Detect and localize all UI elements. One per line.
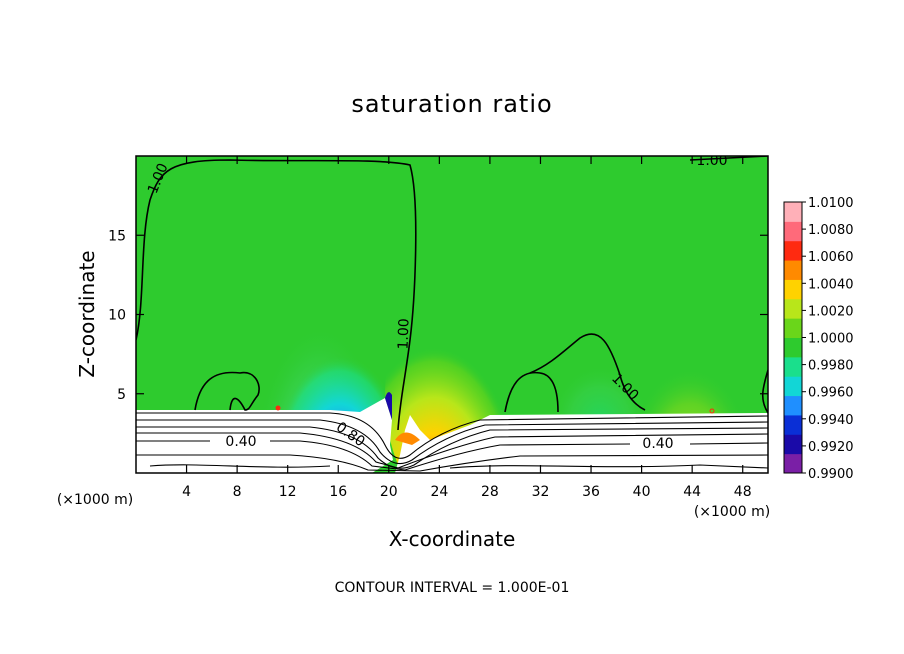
ground-contour-5 [136, 454, 768, 472]
colorbar-swatch [784, 434, 802, 455]
ground-contour-1 [136, 412, 768, 459]
contour-label: 0.40 [642, 436, 673, 452]
x-tick-label: 4 [182, 484, 191, 500]
x-unit-right: (×1000 m) [694, 504, 770, 520]
x-tick-label: 48 [734, 484, 752, 500]
x-tick-label: 32 [532, 484, 550, 500]
contour-1p00-bump-a [194, 371, 260, 411]
saturation-field: 1.00 1.00 1.00 1.00 0.40 0.40 0.80 [136, 153, 768, 473]
colorbar-label: 1.0000 [808, 332, 854, 347]
y-axis-label: Z-coordinate [75, 250, 99, 377]
colorbar-swatch [784, 260, 802, 280]
x-tick-label: 8 [233, 484, 242, 500]
colorbar: 1.0100 1.0080 1.0060 1.0040 1.0020 1.0000 0.99… [783, 196, 854, 482]
colorbar-swatch [784, 337, 802, 358]
y-tick-label: 15 [108, 228, 126, 244]
x-tick-label: 24 [430, 484, 448, 500]
terrain-right [395, 413, 768, 473]
contour-lines [136, 156, 768, 431]
ground-contour-0p40 [136, 440, 768, 471]
red-region [385, 275, 525, 473]
red-dot [275, 405, 281, 411]
contour-interval-note: CONTOUR INTERVAL = 1.000E-01 [335, 580, 570, 596]
y-tick-label: 10 [108, 308, 126, 324]
contour-1p00-right [529, 333, 646, 411]
contour-label: 0.40 [225, 434, 256, 450]
colorbar-swatch [784, 202, 802, 222]
colorbar-label: 1.0100 [808, 196, 854, 211]
colorbar-swatch [784, 414, 802, 435]
colorbar-label: 1.0040 [808, 277, 854, 292]
x-tick-label: 20 [380, 484, 398, 500]
x-tick-label: 40 [633, 484, 651, 500]
colorbar-label: 0.9900 [808, 467, 854, 482]
x-tick-label: 28 [481, 484, 499, 500]
ground-contour-6 [149, 464, 768, 469]
red-ring [709, 408, 715, 414]
ground-contour-2 [136, 419, 768, 465]
colorbar-label: 0.9920 [808, 440, 854, 455]
x-tick-label: 12 [279, 484, 297, 500]
colorbar-label: 1.0020 [808, 304, 854, 319]
x-ticks: 4 8 12 16 20 24 28 32 36 40 44 48 [182, 156, 752, 500]
colorbar-label: 0.9960 [808, 386, 854, 401]
colorbar-label: 0.9940 [808, 413, 854, 428]
colorbar-label: 1.0060 [808, 250, 854, 265]
colorbar-swatch [784, 221, 802, 242]
chart-title: saturation ratio [351, 90, 552, 118]
contour-label: 1.00 [696, 153, 727, 169]
contour-1p00-bump-b [504, 371, 559, 413]
x-tick-label: 36 [582, 484, 600, 500]
x-unit-left: (×1000 m) [57, 492, 133, 508]
colorbar-swatch [784, 318, 802, 338]
colorbar-label: 1.0080 [808, 223, 854, 238]
ground-contours [136, 412, 768, 472]
x-tick-label: 16 [329, 484, 347, 500]
terrain-left [136, 398, 393, 473]
contour-1p00-left [136, 159, 417, 431]
x-tick-label: 44 [683, 484, 701, 500]
orange-patch [395, 432, 420, 445]
contour-label: 1.00 [395, 318, 412, 350]
colorbar-label: 0.9980 [808, 359, 854, 374]
x-axis-label: X-coordinate [389, 527, 516, 551]
colorbar-swatch [784, 395, 802, 416]
colorbar-swatch [784, 376, 802, 397]
colorbar-swatch [784, 356, 802, 377]
colorbar-swatch [784, 298, 802, 319]
y-tick-label: 5 [117, 387, 126, 403]
deep-blue-patch [385, 392, 392, 420]
colorbar-swatch [784, 453, 802, 474]
y-ticks: 5 10 15 [108, 228, 768, 403]
colorbar-swatch [784, 279, 802, 300]
colorbar-swatch [784, 240, 802, 261]
ground-contour-4 [136, 432, 768, 469]
